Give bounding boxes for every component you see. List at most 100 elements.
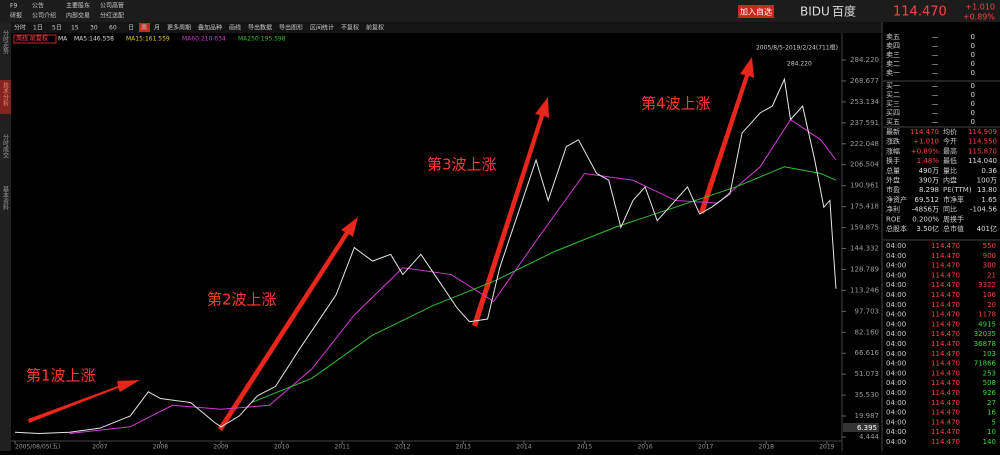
toolbar-item[interactable]: 导出数据 [248, 24, 272, 32]
ma-label: MA15:161.559 [126, 36, 170, 43]
book-volume: 0 [971, 33, 975, 41]
stat-label: 同比 [943, 205, 957, 214]
book-label: 买五 [886, 118, 900, 126]
trade-time: 04:00 [886, 301, 906, 309]
stat-value: 0.200% [912, 215, 939, 223]
trade-volume: 5 [992, 418, 996, 426]
stat-value: 490万 [919, 167, 939, 175]
add-button[interactable] [738, 5, 774, 18]
book-label: 卖三 [886, 51, 900, 59]
toolbar-item[interactable]: 60 [109, 25, 117, 32]
trade-price: 114.470 [931, 320, 960, 328]
x-tick-label: 2011 [335, 444, 350, 451]
side-tab[interactable]: 分时成交 [2, 133, 9, 159]
stat-label: 总市值 [943, 224, 964, 233]
stat-value: 3.50亿 [916, 224, 939, 233]
stat-label: 最高 [943, 146, 957, 155]
trade-volume: 71866 [974, 360, 997, 368]
menu-item[interactable]: 主要股东 [66, 2, 90, 10]
stat-label: 周换手 [943, 214, 964, 223]
toolbar-item[interactable]: 分时 [14, 24, 26, 32]
trade-volume: 21 [987, 271, 996, 279]
side-tab[interactable]: 基本资料 [2, 185, 9, 211]
toolbar-item[interactable]: 日 [128, 25, 134, 32]
trade-volume: 106 [983, 291, 997, 299]
trade-volume: 508 [983, 379, 996, 387]
y-tick-label: 82.160 [855, 328, 880, 336]
y-tick-label: 97.703 [855, 307, 880, 315]
ma-label: MA60:210.634 [182, 36, 226, 43]
period-label: 周线 前复权 [16, 35, 48, 43]
trade-time: 04:00 [886, 418, 906, 426]
toolbar-item[interactable]: 5日 [52, 25, 62, 32]
range-label: 2005/8/5-2019/2/24(711根) [756, 44, 838, 52]
stat-label: 总量 [886, 166, 900, 175]
trade-time: 04:00 [886, 340, 906, 348]
y-tick-label: 19.987 [855, 412, 880, 420]
stat-value: 115.870 [968, 147, 997, 155]
toolbar-item[interactable]: 周 [141, 25, 147, 32]
stat-value: 401亿 [977, 224, 997, 233]
book-price: — [932, 51, 939, 59]
trade-price: 114.470 [931, 281, 960, 289]
trade-time: 04:00 [886, 409, 906, 417]
change-pct: +0.89% [963, 13, 996, 22]
annotation: 第1波上涨 [26, 367, 96, 385]
trade-time: 04:00 [886, 262, 906, 270]
menu-item[interactable]: 分红送配 [100, 12, 124, 20]
trade-volume: 253 [983, 369, 996, 377]
menu-item[interactable]: 公告 [32, 2, 44, 10]
menu-item[interactable]: 公司介绍 [32, 12, 56, 20]
book-label: 卖一 [886, 69, 900, 77]
trade-time: 04:00 [886, 428, 906, 436]
trade-price: 114.470 [931, 350, 960, 358]
stat-value: 1.48% [917, 157, 940, 165]
add-button-label[interactable]: 加入自选 [740, 7, 772, 17]
toolbar-item[interactable]: 区间统计 [310, 24, 334, 32]
book-label: 卖二 [886, 60, 900, 68]
x-tick-label: 2010 [274, 444, 289, 451]
trade-time: 04:00 [886, 350, 906, 358]
stat-value: -4856万 [912, 206, 939, 214]
toolbar-item[interactable]: 画线 [229, 24, 241, 32]
book-price: — [932, 69, 939, 77]
book-label: 买四 [886, 109, 900, 117]
toolbar-item[interactable]: 导出图形 [279, 24, 303, 32]
trade-volume: 27 [987, 399, 996, 407]
menu-item[interactable]: 公司高管 [100, 2, 124, 10]
toolbar-item[interactable]: 1日 [33, 25, 43, 32]
y-tick-label: 51.073 [855, 370, 880, 378]
ma-label: MA250:195.598 [238, 36, 286, 43]
toolbar-item[interactable]: 前复权 [366, 24, 384, 32]
toolbar-item[interactable]: 叠加品种 [198, 24, 222, 32]
y-tick-label: 66.616 [855, 349, 880, 357]
stat-label: 量比 [943, 166, 957, 175]
toolbar-item[interactable]: 更多周期 [167, 24, 191, 32]
x-tick-label: 2013 [456, 444, 471, 451]
stat-value: -104.56 [970, 206, 998, 214]
toolbar-item[interactable]: 15 [71, 25, 79, 32]
annotation: 第2波上涨 [207, 291, 277, 309]
symbol: BIDU [800, 5, 830, 19]
book-price: — [932, 91, 939, 99]
book-volume: 0 [971, 118, 975, 126]
stat-label: 总股本 [886, 224, 907, 233]
stat-label: PE(TTM) [943, 186, 972, 194]
y-tick-label: 268.677 [850, 77, 879, 85]
side-tab[interactable]: 分时走势 [2, 29, 9, 55]
menu-item[interactable]: 研报 [10, 12, 22, 20]
book-volume: 0 [971, 60, 975, 68]
y-tick-label: 128.789 [850, 265, 879, 273]
toolbar-item[interactable]: 月 [154, 25, 160, 32]
book-volume: 0 [971, 51, 975, 59]
menu-item[interactable]: 内部交易 [66, 12, 90, 20]
stat-value: 1.65 [981, 196, 997, 204]
toolbar-item[interactable]: 30 [90, 25, 98, 32]
stat-label: 换手 [886, 156, 900, 165]
x-tick-label: 2005/08/05(五) [15, 444, 60, 451]
menu-item[interactable]: F9 [10, 3, 17, 10]
toolbar-item[interactable]: 不复权 [341, 24, 359, 32]
ma-line [69, 118, 837, 435]
trade-time: 04:00 [886, 311, 906, 319]
trade-volume: 926 [983, 389, 997, 397]
